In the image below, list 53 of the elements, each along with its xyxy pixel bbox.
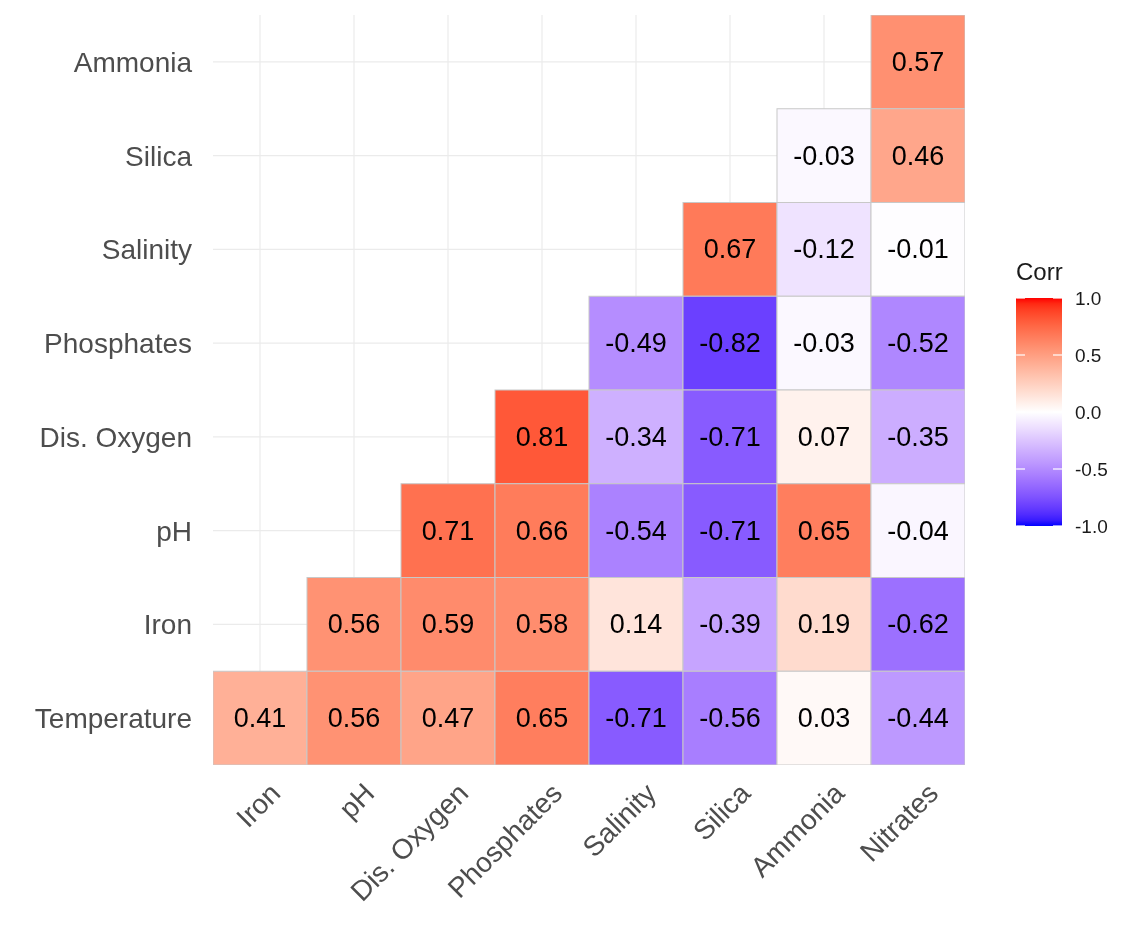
data-label: -0.52: [887, 328, 949, 359]
data-label: 0.56: [327, 609, 381, 640]
color-bar-label: -1.0: [1075, 515, 1108, 537]
gradient-legend: Corr -1.0 -0.5 0.0 0.5 1.0: [998, 258, 1114, 558]
y-tick-label: Dis. Oxygen: [39, 421, 192, 453]
x-tick-label: pH: [333, 777, 381, 825]
data-label: -0.71: [699, 515, 761, 546]
data-label: -0.04: [887, 515, 949, 546]
data-label: -0.71: [699, 421, 761, 452]
data-label: 0.65: [515, 703, 569, 734]
data-label: 0.58: [515, 609, 569, 640]
data-label: 0.65: [797, 515, 851, 546]
y-tick-label: Iron: [143, 609, 192, 641]
data-label: 0.71: [421, 515, 475, 546]
data-label: 0.03: [797, 703, 851, 734]
color-bar-title: Corr: [1016, 258, 1063, 285]
data-label: 0.59: [421, 609, 475, 640]
data-label: 0.66: [515, 515, 569, 546]
data-label: 0.41: [233, 703, 287, 734]
data-label: -0.56: [699, 703, 761, 734]
data-label: 0.56: [327, 703, 381, 734]
y-tick-label: Ammonia: [73, 46, 193, 78]
data-label: -0.71: [605, 703, 667, 734]
data-label: -0.82: [699, 328, 761, 359]
x-tick-label: Iron: [230, 777, 287, 834]
data-label: -0.12: [793, 234, 855, 265]
color-bar-label: 1.0: [1075, 287, 1102, 309]
color-bar-label: 0.5: [1075, 344, 1102, 366]
data-label: -0.03: [793, 140, 855, 171]
data-label: -0.01: [887, 234, 949, 265]
y-tick-label: Phosphates: [44, 328, 192, 360]
data-label: -0.62: [887, 609, 949, 640]
color-bar-label: -0.5: [1075, 458, 1108, 480]
data-label: 0.47: [421, 703, 475, 734]
data-label: 0.14: [609, 609, 663, 640]
y-tick-label: Silica: [125, 140, 193, 172]
y-tick-label: Temperature: [34, 703, 192, 735]
data-label: -0.49: [605, 328, 667, 359]
data-label: -0.35: [887, 421, 949, 452]
y-tick-label: Salinity: [101, 234, 192, 266]
data-label: -0.03: [793, 328, 855, 359]
data-label: -0.54: [605, 515, 667, 546]
data-label: -0.34: [605, 421, 667, 452]
data-label: -0.44: [887, 703, 949, 734]
data-label: 0.46: [891, 140, 945, 171]
data-label: 0.19: [797, 609, 851, 640]
data-label: -0.39: [699, 609, 761, 640]
data-label: 0.67: [703, 234, 757, 265]
color-bar-label: 0.0: [1075, 401, 1102, 423]
y-tick-label: pH: [156, 515, 192, 547]
data-label: 0.57: [891, 46, 945, 77]
data-label: 0.07: [797, 421, 851, 452]
data-label: 0.81: [515, 421, 569, 452]
